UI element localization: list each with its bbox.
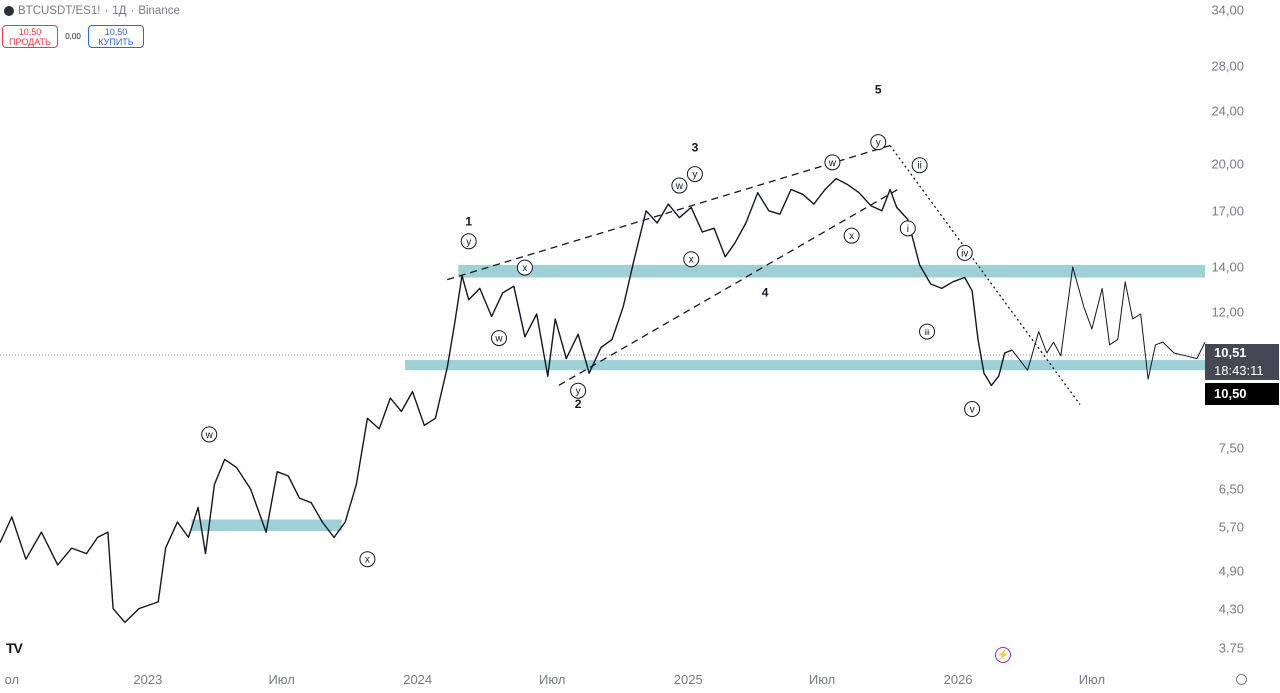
price-axis-tick: 14,00 [1211, 259, 1244, 275]
wave-label: iv [961, 248, 968, 259]
wave-label: x [849, 231, 854, 242]
wave-label: y [466, 237, 471, 248]
price-axis-tick: 6,50 [1218, 481, 1244, 497]
price-axis-tick: 17,00 [1211, 203, 1244, 219]
wave-label: w [494, 334, 503, 345]
wave-label-circle[interactable] [671, 177, 688, 194]
dashed-trendline[interactable] [558, 187, 901, 386]
wave-label-circle[interactable] [683, 251, 700, 268]
price-axis-tag-last [1205, 344, 1279, 380]
wave-label-circle[interactable] [686, 166, 703, 183]
wave-label-circle[interactable] [201, 426, 218, 443]
lightning-icon[interactable]: ⚡ [995, 647, 1011, 663]
bid-price-tag: 10,50 [1214, 386, 1247, 401]
wave-label: x [522, 263, 527, 274]
projection-line [1011, 266, 1206, 380]
wave-label: w [828, 158, 837, 169]
price-line [0, 177, 1013, 624]
buy-price: 10,50 [104, 26, 128, 37]
wave-label: x [689, 255, 694, 266]
wave-number: 3 [692, 140, 699, 154]
price-axis-tick: 28,00 [1211, 58, 1244, 74]
wave-label: w [205, 430, 214, 441]
time-axis-tick: 2026 [943, 672, 973, 687]
support-zone[interactable] [191, 519, 342, 532]
wave-label: y [876, 138, 881, 149]
wave-label-circle[interactable] [491, 330, 508, 347]
symbol-name: BTCUSDT/ES1! [18, 5, 101, 17]
last-price-tag: 10,51 [1214, 345, 1247, 360]
exchange-label: Binance [138, 5, 180, 17]
support-zone[interactable] [458, 264, 1205, 278]
wave-label-circle[interactable] [516, 259, 533, 276]
price-axis-tick: 12,00 [1211, 304, 1244, 320]
sell-button[interactable]: 10,50 ПРОДАТЬ [2, 25, 58, 48]
wave-label-circle[interactable] [870, 134, 887, 151]
time-axis-tick: Июл [1078, 672, 1106, 687]
wave-label: y [576, 386, 581, 397]
wave-label-circle[interactable] [956, 244, 973, 261]
time-axis-tick: Июл [268, 672, 295, 687]
sell-price: 10,50 [18, 26, 42, 37]
wave-label: y [692, 170, 697, 181]
wave-label: w [675, 181, 684, 192]
price-axis-tag-bid [1205, 383, 1279, 405]
price-axis-tick: 4,90 [1218, 563, 1244, 579]
time-axis-tick: ол [4, 672, 20, 687]
buy-button[interactable]: 10,50 КУПИТЬ [88, 25, 144, 48]
wave-label-circle[interactable] [570, 382, 587, 399]
buy-label: КУПИТЬ [98, 36, 134, 47]
symbol-icon [4, 6, 14, 16]
dotted-trendline[interactable] [889, 145, 1081, 406]
wave-label-circle[interactable] [964, 401, 981, 418]
wave-number: 4 [762, 285, 769, 299]
tradingview-logo-icon[interactable]: TV [6, 640, 23, 656]
time-axis-tick: Июл [808, 672, 836, 687]
price-axis-tick: 24,00 [1211, 103, 1244, 119]
wave-label-circle[interactable] [460, 233, 477, 250]
price-axis-tick: 3.75 [1218, 640, 1244, 656]
wave-label-circle[interactable] [843, 227, 860, 244]
wave-number: 1 [465, 215, 472, 229]
price-axis-tick: 5,70 [1218, 519, 1244, 535]
dashed-trendline[interactable] [447, 144, 891, 281]
wave-number: 5 [875, 82, 882, 96]
legend-separator: · [104, 5, 109, 17]
time-axis-tick: 2024 [403, 672, 433, 687]
wave-label-circle[interactable] [919, 323, 936, 340]
support-zone[interactable] [405, 360, 1205, 371]
wave-label: iii [924, 328, 930, 337]
wave-label: x [365, 555, 370, 566]
wave-number: 2 [575, 397, 582, 411]
price-axis-tick: 7,50 [1218, 440, 1244, 456]
wave-label-circle[interactable] [359, 551, 376, 568]
time-axis-tick: 2025 [673, 672, 703, 687]
bar-countdown: 18:43:11 [1214, 363, 1264, 378]
wave-label-circle[interactable] [899, 220, 916, 237]
time-axis-tick: Июл [539, 672, 566, 687]
price-axis-tick: 34,00 [1211, 2, 1244, 18]
wave-label-circle[interactable] [824, 154, 841, 171]
wave-label: i [907, 224, 909, 235]
legend-separator: · [130, 5, 135, 17]
spread-value: 0,00 [65, 32, 81, 41]
trade-panel: 10,50 ПРОДАТЬ 0,00 10,50 КУПИТЬ [2, 25, 144, 48]
interval-label: 1Д [112, 5, 127, 17]
wave-label-circle[interactable] [911, 157, 928, 174]
wave-label: ii [917, 161, 921, 172]
price-axis-tick: 4,30 [1218, 601, 1244, 617]
wave-label: v [970, 405, 975, 416]
price-axis-tick: 20,00 [1211, 156, 1244, 172]
sell-label: ПРОДАТЬ [9, 36, 51, 47]
chart-legend[interactable]: BTCUSDT/ES1! · 1Д · Binance [4, 5, 180, 17]
time-axis-tick: 2023 [133, 672, 163, 687]
settings-icon[interactable] [1236, 674, 1247, 685]
